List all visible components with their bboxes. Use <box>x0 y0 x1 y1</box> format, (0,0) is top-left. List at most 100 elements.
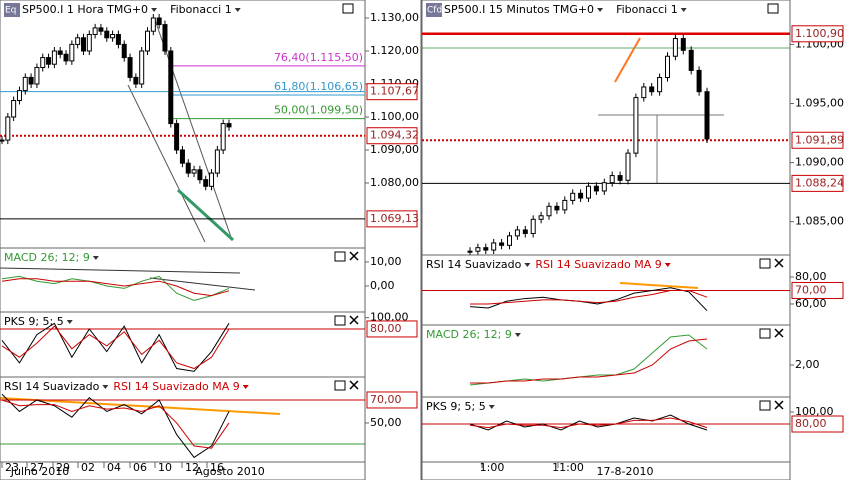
close-button[interactable] <box>349 315 359 325</box>
maximize-button[interactable] <box>334 380 346 391</box>
panel-title: PKS 9; 5; 5 <box>426 400 486 413</box>
x-period-label: Agosto 2010 <box>195 465 265 478</box>
candle <box>704 91 710 140</box>
maximize-button[interactable] <box>334 251 346 262</box>
x-tick-label: 12 <box>185 461 199 474</box>
maximize-button[interactable] <box>759 258 771 269</box>
panel-title: PKS 9; 5; 5 <box>4 315 64 328</box>
candle <box>69 43 75 62</box>
y-tick-label: 10,00 <box>370 255 402 268</box>
close-button[interactable] <box>774 258 784 268</box>
y-tick-label: 1.100,00 <box>370 110 419 123</box>
dropdown[interactable] <box>234 8 241 12</box>
close-button[interactable] <box>349 380 359 390</box>
dropdown[interactable] <box>597 8 604 12</box>
level-box <box>366 127 418 145</box>
candle <box>75 37 81 45</box>
x-period-label: 17-8-2010 <box>597 465 654 478</box>
maximize-button[interactable] <box>767 3 779 14</box>
candle <box>98 27 104 32</box>
indicator-line <box>1 393 230 459</box>
trend-line <box>0 397 281 415</box>
candle <box>586 185 591 199</box>
candle <box>86 33 92 52</box>
close-button[interactable] <box>774 400 784 410</box>
candle <box>57 50 63 55</box>
x-axis <box>421 461 791 480</box>
indicator-label: Fibonacci 1 <box>170 3 232 16</box>
dropdown[interactable] <box>664 263 671 267</box>
icon-label: Eq <box>5 6 16 16</box>
candle <box>593 185 599 192</box>
y-tick-label: 1.120,00 <box>370 44 419 57</box>
dropdown[interactable] <box>680 8 687 12</box>
candle <box>578 192 584 199</box>
dropdown[interactable] <box>524 263 531 267</box>
candle <box>641 86 647 99</box>
dropdown[interactable] <box>488 405 495 409</box>
candle <box>554 205 560 211</box>
y-tick-label: 2,00 <box>795 358 820 371</box>
y-tick-label: 50,00 <box>370 416 402 429</box>
trend-line <box>154 19 233 241</box>
candle <box>562 199 568 211</box>
candle <box>16 90 22 101</box>
x-tick-label: 23 <box>5 461 19 474</box>
y-tick-label: 1.090,00 <box>370 143 419 156</box>
dropdown[interactable] <box>151 8 158 12</box>
y-tick-label: 1.085,00 <box>795 215 844 228</box>
panel-title: SP500.I 1 Hora TMG+0 <box>22 3 148 16</box>
candle <box>5 116 11 141</box>
dropdown[interactable] <box>66 320 73 324</box>
candle <box>110 33 116 39</box>
x-tick-label: 16 <box>210 461 224 474</box>
indicator-ma-label: RSI 14 Suavizado MA 9 <box>535 258 661 271</box>
dropdown[interactable] <box>242 385 249 389</box>
y-tick-label: 80,00 <box>795 270 827 283</box>
candle <box>179 149 185 164</box>
close-button[interactable] <box>774 328 784 338</box>
icon <box>4 3 20 17</box>
indicator-line <box>1 275 230 301</box>
candle <box>483 247 489 251</box>
indicator-ma-label: RSI 14 Suavizado MA 9 <box>113 380 239 393</box>
trend-line <box>176 188 235 242</box>
fib-label: 76,40(1.115,50) <box>274 51 363 64</box>
fib-label: 50,00(1.099,50) <box>274 104 363 117</box>
level-box <box>791 281 844 299</box>
dropdown[interactable] <box>514 333 521 337</box>
dropdown[interactable] <box>102 385 109 389</box>
indicator-line <box>469 414 708 431</box>
x-tick-label: 04 <box>107 461 121 474</box>
candle <box>609 175 615 184</box>
close-button[interactable] <box>349 251 359 261</box>
candle <box>46 57 52 65</box>
x-tick-label: 29 <box>56 461 70 474</box>
candle <box>127 57 133 78</box>
level-label: 1.088,24 <box>795 176 844 189</box>
level-box <box>366 210 418 228</box>
candle <box>633 97 639 154</box>
candle <box>80 37 86 52</box>
candle <box>538 215 544 220</box>
maximize-button[interactable] <box>334 315 346 326</box>
level-label: 1.069,13 <box>370 212 419 225</box>
panel-title: RSI 14 Suavizado <box>426 258 522 271</box>
indicator-line <box>1 325 230 370</box>
candle <box>139 50 145 85</box>
candle <box>145 30 151 52</box>
trend-line <box>0 267 241 274</box>
level-box <box>791 415 844 433</box>
maximize-button[interactable] <box>759 400 771 411</box>
dropdown[interactable] <box>92 256 99 260</box>
panel-title: SP500.I 15 Minutos TMG+0 <box>444 3 594 16</box>
maximize-button[interactable] <box>759 328 771 339</box>
candle <box>570 192 576 201</box>
y-tick-label: 100,00 <box>795 405 834 418</box>
y-tick-label: 1.090,00 <box>795 156 844 169</box>
y-tick-label: 100,00 <box>370 311 409 324</box>
maximize-button[interactable] <box>342 3 354 14</box>
candle <box>530 218 536 234</box>
trend-line <box>127 84 206 243</box>
